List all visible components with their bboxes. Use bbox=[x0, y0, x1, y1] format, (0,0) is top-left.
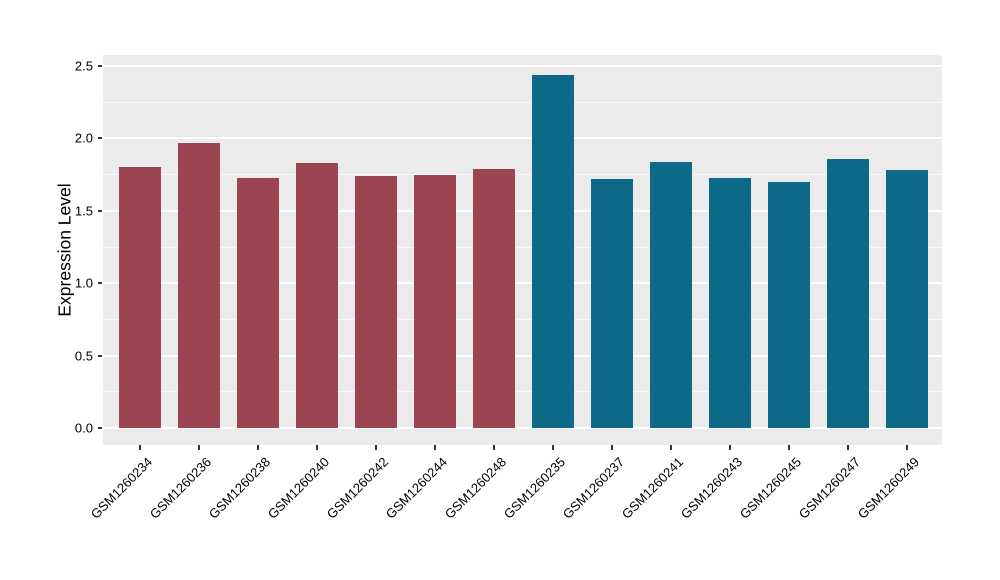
y-tick-mark bbox=[98, 427, 102, 429]
gridline-major bbox=[103, 209, 942, 212]
y-tick-label: 1.0 bbox=[74, 275, 93, 291]
gridline-major bbox=[103, 282, 942, 285]
x-tick-label: GSM1260244 bbox=[382, 454, 450, 522]
y-axis-title: Expression Level bbox=[54, 183, 75, 317]
bar-GSM1260245 bbox=[768, 181, 810, 428]
y-tick-label: 0.0 bbox=[74, 420, 93, 436]
x-axis: GSM1260234 GSM1260236 GSM1260238 GSM1260240… bbox=[88, 445, 942, 580]
y-axis: 0.0 0.5 1.0 1.5 2.0 2.5 bbox=[0, 55, 103, 445]
x-tick-label: GSM1260240 bbox=[264, 454, 332, 522]
x-tick-mark bbox=[493, 445, 495, 450]
x-tick-label: GSM1260236 bbox=[146, 454, 214, 522]
bar-GSM1260243 bbox=[709, 177, 751, 428]
bar-GSM1260249 bbox=[886, 170, 928, 428]
x-tick-label: GSM1260249 bbox=[854, 454, 922, 522]
x-tick-label: GSM1260234 bbox=[87, 454, 155, 522]
gridline-major bbox=[103, 65, 942, 67]
gridline-minor bbox=[103, 101, 942, 103]
y-tick-label: 1.5 bbox=[74, 203, 93, 219]
gridline-minor bbox=[103, 318, 942, 320]
x-tick-label: GSM1260235 bbox=[500, 454, 568, 522]
bar-GSM1260236 bbox=[178, 142, 220, 428]
x-tick-mark bbox=[670, 445, 672, 450]
y-tick-label: 2.5 bbox=[74, 58, 93, 74]
bar-GSM1260234 bbox=[119, 167, 161, 428]
x-tick-mark bbox=[375, 445, 377, 450]
y-tick-mark bbox=[98, 354, 102, 357]
gridline-major bbox=[103, 427, 942, 429]
x-tick-mark bbox=[906, 445, 908, 450]
bar-GSM1260241 bbox=[650, 161, 692, 428]
y-tick-label: 0.5 bbox=[74, 348, 93, 364]
y-tick-mark bbox=[98, 65, 102, 67]
bar-GSM1260238 bbox=[237, 177, 279, 428]
y-tick-mark bbox=[98, 137, 102, 140]
x-tick-mark bbox=[257, 445, 259, 450]
y-tick-mark bbox=[98, 209, 102, 212]
gridline-major bbox=[103, 354, 942, 357]
bar-GSM1260235 bbox=[532, 74, 574, 428]
gridline-major bbox=[103, 137, 942, 140]
bar-GSM1260242 bbox=[355, 176, 397, 428]
plot-panel bbox=[103, 55, 942, 445]
gridline-minor bbox=[103, 174, 942, 176]
x-tick-label: GSM1260245 bbox=[736, 454, 804, 522]
x-tick-mark bbox=[611, 445, 613, 450]
y-tick-label: 2.0 bbox=[74, 130, 93, 146]
x-tick-mark bbox=[788, 445, 790, 450]
x-tick-mark bbox=[316, 445, 318, 450]
x-tick-label: GSM1260247 bbox=[795, 454, 863, 522]
x-tick-mark bbox=[552, 445, 554, 450]
bar-GSM1260247 bbox=[827, 158, 869, 428]
bar-GSM1260237 bbox=[591, 178, 633, 428]
x-tick-label: GSM1260237 bbox=[559, 454, 627, 522]
bar-GSM1260244 bbox=[414, 174, 456, 428]
x-tick-label: GSM1260241 bbox=[618, 454, 686, 522]
x-tick-mark bbox=[139, 445, 141, 450]
x-tick-mark bbox=[729, 445, 731, 450]
y-tick-mark bbox=[98, 282, 102, 285]
x-tick-label: GSM1260243 bbox=[677, 454, 745, 522]
bar-GSM1260248 bbox=[473, 168, 515, 428]
bar-GSM1260240 bbox=[296, 163, 338, 428]
gridline-minor bbox=[103, 391, 942, 393]
gridline-minor bbox=[103, 246, 942, 248]
x-tick-label: GSM1260238 bbox=[205, 454, 273, 522]
x-tick-label: GSM1260242 bbox=[323, 454, 391, 522]
x-tick-label: GSM1260248 bbox=[441, 454, 509, 522]
x-tick-mark bbox=[847, 445, 849, 450]
x-tick-mark bbox=[434, 445, 436, 450]
x-tick-mark bbox=[198, 445, 200, 450]
